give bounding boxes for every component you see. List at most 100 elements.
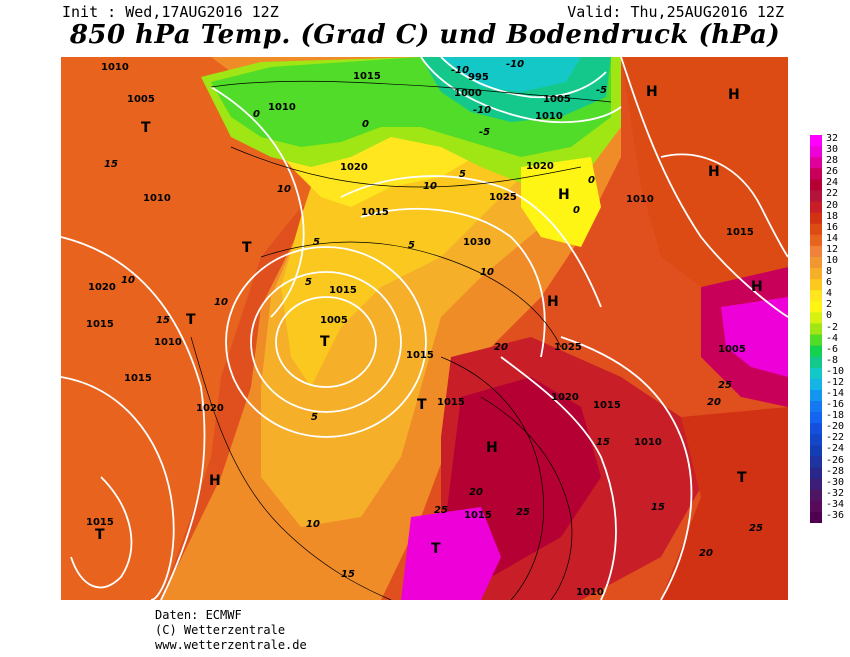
pressure-label: 1015 bbox=[464, 510, 492, 521]
color-scale-label: 26 bbox=[826, 166, 839, 178]
color-scale-label: 10 bbox=[826, 254, 839, 266]
credits-copyright: (C) Wetterzentrale bbox=[155, 623, 286, 637]
color-scale-swatch bbox=[810, 256, 822, 269]
color-scale-swatch bbox=[810, 190, 822, 203]
contour-0 bbox=[210, 80, 612, 103]
color-scale-swatch bbox=[810, 234, 822, 247]
weather-map: H H H H H H H H T T T T T T T T 1010 100… bbox=[61, 57, 788, 600]
high-marker: H bbox=[646, 84, 658, 100]
isobar-low-ring2 bbox=[250, 271, 402, 413]
low-marker: T bbox=[141, 120, 151, 136]
isobar-arctic2 bbox=[440, 57, 607, 99]
pressure-label: 1015 bbox=[437, 397, 465, 408]
color-scale-label: -16 bbox=[826, 399, 845, 411]
temp-zone-northeast bbox=[621, 57, 788, 287]
temp-label: 15 bbox=[596, 437, 610, 448]
low-marker: T bbox=[242, 240, 252, 256]
map-title: 850 hPa Temp. (Grad C) und Bodendruck (h… bbox=[69, 20, 781, 50]
map-svg bbox=[61, 57, 788, 600]
color-scale-swatch bbox=[810, 146, 822, 158]
color-scale-label: -12 bbox=[826, 376, 845, 388]
temp-zone-scandinavia-yellow bbox=[521, 157, 601, 247]
low-marker: T bbox=[320, 334, 330, 350]
pressure-label: 1015 bbox=[124, 373, 152, 384]
color-scale-label: -20 bbox=[826, 421, 845, 433]
pressure-label: 1030 bbox=[463, 237, 491, 248]
color-scale-swatch bbox=[810, 223, 822, 236]
color-scale-label: 32 bbox=[826, 133, 839, 144]
color-scale-swatch bbox=[810, 179, 822, 191]
color-scale-label: 4 bbox=[826, 288, 833, 300]
color-scale-label: -10 bbox=[826, 365, 845, 377]
color-scale-swatch bbox=[810, 201, 822, 214]
credits-website[interactable]: www.wetterzentrale.de bbox=[155, 638, 307, 652]
pressure-label: 1015 bbox=[353, 71, 381, 82]
pressure-label: 1005 bbox=[543, 94, 571, 105]
temp-label: 25 bbox=[718, 380, 732, 391]
temp-label: -10 bbox=[506, 59, 525, 70]
temp-label: 25 bbox=[516, 507, 530, 518]
pressure-label: 1010 bbox=[101, 62, 129, 73]
color-scale-label: 22 bbox=[826, 188, 839, 200]
pressure-label: 995 bbox=[468, 72, 489, 83]
temp-zone-cyan bbox=[441, 57, 581, 92]
temp-label: 10 bbox=[277, 184, 291, 195]
pressure-label: 1005 bbox=[320, 315, 348, 326]
isobar-southwest bbox=[61, 376, 175, 600]
temp-label: 0 bbox=[362, 119, 369, 130]
temp-label: 0 bbox=[253, 109, 260, 120]
temp-zone-east-magenta bbox=[721, 297, 788, 377]
temp-label: 10 bbox=[480, 267, 494, 278]
init-time: Init : Wed,17AUG2016 12Z bbox=[62, 3, 279, 21]
color-scale-swatch bbox=[810, 212, 822, 225]
credits: Daten: ECMWF (C) Wetterzentrale www.wett… bbox=[155, 608, 307, 653]
color-scale-swatch bbox=[810, 467, 822, 480]
pressure-label: 1025 bbox=[489, 192, 517, 203]
temp-label: 10 bbox=[121, 275, 135, 286]
temp-label: 25 bbox=[749, 523, 763, 534]
temp-label: 15 bbox=[651, 502, 665, 513]
color-scale-bar bbox=[810, 135, 822, 523]
temp-zone-southeast bbox=[661, 407, 788, 600]
temp-label: 5 bbox=[408, 240, 415, 251]
color-scale-label: 24 bbox=[826, 177, 839, 189]
isobar-azores bbox=[70, 476, 133, 589]
low-marker: T bbox=[431, 541, 441, 557]
pressure-label: 1015 bbox=[86, 319, 114, 330]
credits-data-source: Daten: ECMWF bbox=[155, 608, 242, 622]
temp-zone-magenta-iberia bbox=[401, 507, 501, 600]
color-scale-label: 6 bbox=[826, 277, 833, 289]
temp-label: 5 bbox=[459, 169, 466, 180]
high-marker: H bbox=[751, 279, 763, 295]
pressure-label: 1020 bbox=[88, 282, 116, 293]
pressure-label: 1005 bbox=[127, 94, 155, 105]
color-scale-swatch bbox=[810, 378, 822, 391]
temp-label: 5 bbox=[313, 237, 320, 248]
color-scale-label: 12 bbox=[826, 243, 839, 255]
color-scale-swatch bbox=[810, 268, 822, 280]
color-scale-swatch bbox=[810, 412, 822, 424]
temp-label: 15 bbox=[104, 159, 118, 170]
low-marker: T bbox=[186, 312, 196, 328]
color-scale-swatch bbox=[810, 290, 822, 302]
temp-label: 5 bbox=[305, 277, 312, 288]
color-scale-label: -2 bbox=[826, 321, 839, 333]
temp-label: 10 bbox=[423, 181, 437, 192]
contour-10b bbox=[190, 336, 392, 600]
color-scale-swatch bbox=[810, 301, 822, 313]
contour-5 bbox=[230, 146, 582, 188]
high-marker: H bbox=[558, 187, 570, 203]
pressure-label: 1020 bbox=[340, 162, 368, 173]
isobars bbox=[61, 57, 788, 600]
color-scale-swatch bbox=[810, 334, 822, 347]
color-scale-label: 30 bbox=[826, 144, 839, 156]
color-scale-label: -4 bbox=[826, 332, 839, 344]
pressure-label: 1020 bbox=[551, 392, 579, 403]
pressure-label: 1000 bbox=[454, 88, 482, 99]
color-scale-swatch bbox=[810, 445, 822, 457]
color-scale-swatch bbox=[810, 356, 822, 369]
color-scale-label: -32 bbox=[826, 487, 845, 499]
low-marker: T bbox=[737, 470, 747, 486]
isobar-north-high2 bbox=[360, 207, 546, 358]
color-scale-swatch bbox=[810, 279, 822, 291]
